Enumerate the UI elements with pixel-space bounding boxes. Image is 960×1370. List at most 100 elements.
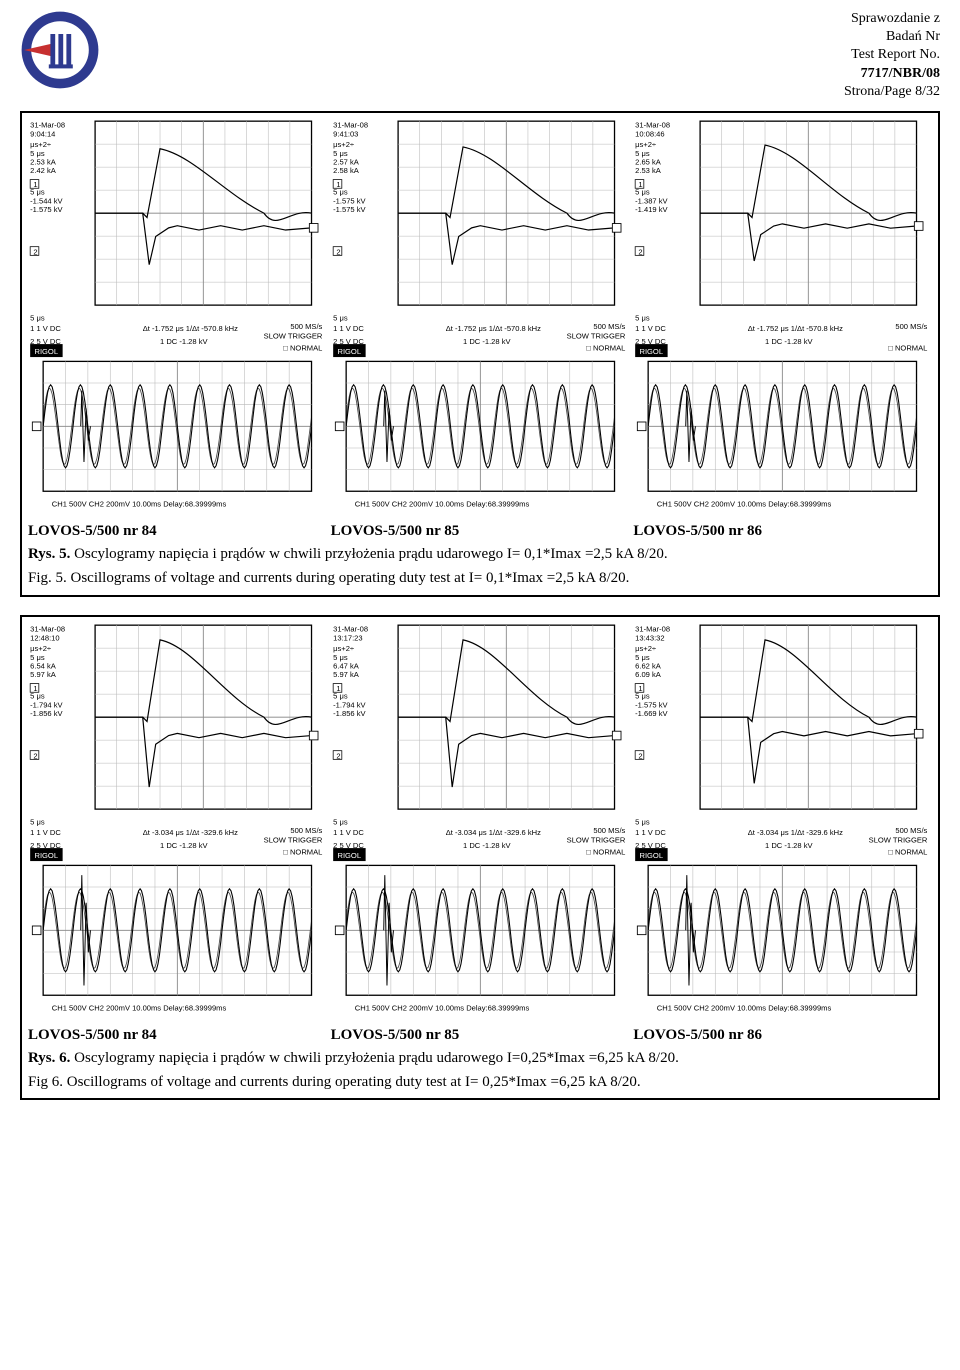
caption-text: Oscylogramy napięcia i prądów w chwili p… xyxy=(70,1050,678,1066)
figure-2-caption-en: Fig 6. Oscillograms of voltage and curre… xyxy=(28,1072,932,1092)
svg-text:RIGOL: RIGOL xyxy=(337,347,361,356)
svg-text:1 1 V DC: 1 1 V DC xyxy=(636,324,667,333)
svg-text:10:08:46: 10:08:46 xyxy=(636,129,665,138)
svg-text:SLOW TRIGGER: SLOW TRIGGER xyxy=(264,332,323,341)
svg-text:2.58 kA: 2.58 kA xyxy=(333,166,360,175)
svg-text:1 1 V DC: 1 1 V DC xyxy=(636,828,667,837)
header-report-no: 7717/NBR/08 xyxy=(844,65,940,83)
svg-text:31-Mar-08: 31-Mar-08 xyxy=(636,624,671,633)
svg-text:-1.419 kV: -1.419 kV xyxy=(636,205,669,214)
svg-text:2: 2 xyxy=(639,247,643,256)
svg-text:1: 1 xyxy=(639,180,643,189)
svg-text:500 MS/s: 500 MS/s xyxy=(290,322,322,331)
svg-text:1 1 V DC: 1 1 V DC xyxy=(333,828,364,837)
svg-text:5.97 kA: 5.97 kA xyxy=(30,670,57,679)
svg-text:-1.575 kV: -1.575 kV xyxy=(30,205,63,214)
caption-prefix: Fig 6. xyxy=(28,1074,63,1090)
svg-text:-1.575 kV: -1.575 kV xyxy=(333,205,366,214)
svg-text:2: 2 xyxy=(336,751,340,760)
caption-text: Oscylogramy napięcia i prądów w chwili p… xyxy=(70,546,667,562)
svg-text:1 DC -1.28 kV: 1 DC -1.28 kV xyxy=(765,337,813,346)
svg-text:1 DC -1.28 kV: 1 DC -1.28 kV xyxy=(160,841,208,850)
svg-text:□ NORMAL: □ NORMAL xyxy=(586,344,625,353)
svg-text:□ NORMAL: □ NORMAL xyxy=(889,344,928,353)
svg-text:RIGOL: RIGOL xyxy=(34,347,58,356)
svg-text:□ NORMAL: □ NORMAL xyxy=(283,344,322,353)
svg-text:500 MS/s: 500 MS/s xyxy=(593,322,625,331)
svg-text:CH1 500V CH2 200mV 10.00ms: CH1 500V CH2 200mV 10.00ms Delay:68.3999… xyxy=(657,499,832,508)
oscilloscope-svg: 31-Mar-0813:43:32μs+2÷5 μs6.62 kA6.09 kA… xyxy=(633,623,932,1021)
figure-1-labels: LOVOS-5/500 nr 84LOVOS-5/500 nr 85LOVOS-… xyxy=(28,523,932,540)
svg-text:5 μs: 5 μs xyxy=(636,313,651,322)
svg-text:1 DC -1.28 kV: 1 DC -1.28 kV xyxy=(765,841,813,850)
svg-text:SLOW TRIGGER: SLOW TRIGGER xyxy=(869,835,928,844)
svg-text:Δt -3.034 μs 1/Δt -329.6: Δt -3.034 μs 1/Δt -329.6 kHz xyxy=(445,828,540,837)
figure-2: 31-Mar-0812:48:10μs+2÷5 μs6.54 kA5.97 kA… xyxy=(20,615,940,1101)
oscilloscope-panel: 31-Mar-0813:17:23μs+2÷5 μs6.47 kA5.97 kA… xyxy=(331,623,630,1021)
svg-text:2: 2 xyxy=(336,247,340,256)
header-line2: Badań Nr xyxy=(844,28,940,46)
svg-text:CH1 500V CH2 200mV 10.00ms: CH1 500V CH2 200mV 10.00ms Delay:68.3999… xyxy=(657,1003,832,1012)
oscilloscope-panel: 31-Mar-0813:43:32μs+2÷5 μs6.62 kA6.09 kA… xyxy=(633,623,932,1021)
page-header: Sprawozdanie z Badań Nr Test Report No. … xyxy=(20,10,940,101)
panel-label: LOVOS-5/500 nr 86 xyxy=(633,1027,932,1044)
svg-text:CH1 500V CH2 200mV 10.00ms: CH1 500V CH2 200mV 10.00ms Delay:68.3999… xyxy=(52,499,227,508)
svg-text:1 DC -1.28 kV: 1 DC -1.28 kV xyxy=(463,337,511,346)
oscilloscope-svg: 31-Mar-089:04:14μs+2÷5 μs2.53 kA2.42 kA5… xyxy=(28,119,327,517)
svg-text:1 1 V DC: 1 1 V DC xyxy=(30,828,61,837)
svg-text:Δt -1.752 μs 1/Δt -570.8: Δt -1.752 μs 1/Δt -570.8 kHz xyxy=(748,324,843,333)
svg-text:5.97 kA: 5.97 kA xyxy=(333,670,360,679)
svg-text:-1.856 kV: -1.856 kV xyxy=(333,709,366,718)
svg-text:31-Mar-08: 31-Mar-08 xyxy=(30,624,65,633)
svg-text:Δt -3.034 μs 1/Δt -329.6: Δt -3.034 μs 1/Δt -329.6 kHz xyxy=(143,828,238,837)
figure-1-caption-en: Fig. 5. Oscillograms of voltage and curr… xyxy=(28,568,932,588)
svg-text:31-Mar-08: 31-Mar-08 xyxy=(333,624,368,633)
header-page: Strona/Page 8/32 xyxy=(844,83,940,101)
oscilloscope-svg: 31-Mar-0812:48:10μs+2÷5 μs6.54 kA5.97 kA… xyxy=(28,623,327,1021)
svg-text:500 MS/s: 500 MS/s xyxy=(290,826,322,835)
svg-text:500 MS/s: 500 MS/s xyxy=(896,826,928,835)
svg-text:SLOW TRIGGER: SLOW TRIGGER xyxy=(264,835,323,844)
svg-text:2: 2 xyxy=(33,247,37,256)
svg-text:9:04:14: 9:04:14 xyxy=(30,129,55,138)
svg-text:9:41:03: 9:41:03 xyxy=(333,129,358,138)
svg-text:31-Mar-08: 31-Mar-08 xyxy=(333,121,368,130)
caption-prefix: Rys. 6. xyxy=(28,1050,70,1066)
panel-label: LOVOS-5/500 nr 85 xyxy=(331,1027,630,1044)
svg-text:1: 1 xyxy=(33,684,37,693)
svg-text:1: 1 xyxy=(336,684,340,693)
svg-text:CH1 500V CH2 200mV 10.00ms: CH1 500V CH2 200mV 10.00ms Delay:68.3999… xyxy=(52,1003,227,1012)
panel-label: LOVOS-5/500 nr 84 xyxy=(28,1027,327,1044)
svg-text:SLOW TRIGGER: SLOW TRIGGER xyxy=(566,332,625,341)
svg-text:2.53 kA: 2.53 kA xyxy=(636,166,663,175)
svg-text:31-Mar-08: 31-Mar-08 xyxy=(636,121,671,130)
svg-text:1 DC -1.28 kV: 1 DC -1.28 kV xyxy=(160,337,208,346)
oscilloscope-svg: 31-Mar-0813:17:23μs+2÷5 μs6.47 kA5.97 kA… xyxy=(331,623,630,1021)
svg-text:RIGOL: RIGOL xyxy=(640,850,664,859)
svg-text:RIGOL: RIGOL xyxy=(640,347,664,356)
svg-text:6.09 kA: 6.09 kA xyxy=(636,670,663,679)
svg-text:-1.856 kV: -1.856 kV xyxy=(30,709,63,718)
svg-text:CH1 500V CH2 200mV 10.00ms: CH1 500V CH2 200mV 10.00ms Delay:68.3999… xyxy=(354,1003,529,1012)
figure-2-labels: LOVOS-5/500 nr 84LOVOS-5/500 nr 85LOVOS-… xyxy=(28,1027,932,1044)
svg-text:SLOW TRIGGER: SLOW TRIGGER xyxy=(566,835,625,844)
oscilloscope-panel: 31-Mar-0812:48:10μs+2÷5 μs6.54 kA5.97 kA… xyxy=(28,623,327,1021)
figure-1-scopes: 31-Mar-089:04:14μs+2÷5 μs2.53 kA2.42 kA5… xyxy=(28,119,932,517)
svg-text:500 MS/s: 500 MS/s xyxy=(896,322,928,331)
logo xyxy=(20,10,100,90)
svg-text:31-Mar-08: 31-Mar-08 xyxy=(30,121,65,130)
svg-text:Δt -1.752 μs 1/Δt -570.8: Δt -1.752 μs 1/Δt -570.8 kHz xyxy=(445,324,540,333)
figure-2-caption-pl: Rys. 6. Oscylogramy napięcia i prądów w … xyxy=(28,1048,932,1068)
svg-text:1 DC -1.28 kV: 1 DC -1.28 kV xyxy=(463,841,511,850)
figure-1: 31-Mar-089:04:14μs+2÷5 μs2.53 kA2.42 kA5… xyxy=(20,111,940,597)
svg-text:□ NORMAL: □ NORMAL xyxy=(889,847,928,856)
panel-label: LOVOS-5/500 nr 85 xyxy=(331,523,630,540)
oscilloscope-svg: 31-Mar-0810:08:46μs+2÷5 μs2.65 kA2.53 kA… xyxy=(633,119,932,517)
svg-text:CH1 500V CH2 200mV 10.00ms: CH1 500V CH2 200mV 10.00ms Delay:68.3999… xyxy=(354,499,529,508)
svg-text:1: 1 xyxy=(33,180,37,189)
svg-text:□ NORMAL: □ NORMAL xyxy=(283,847,322,856)
svg-text:1: 1 xyxy=(336,180,340,189)
svg-text:Δt -1.752 μs 1/Δt -570.8: Δt -1.752 μs 1/Δt -570.8 kHz xyxy=(143,324,238,333)
oscilloscope-panel: 31-Mar-089:41:03μs+2÷5 μs2.57 kA2.58 kA5… xyxy=(331,119,630,517)
svg-text:RIGOL: RIGOL xyxy=(337,850,361,859)
